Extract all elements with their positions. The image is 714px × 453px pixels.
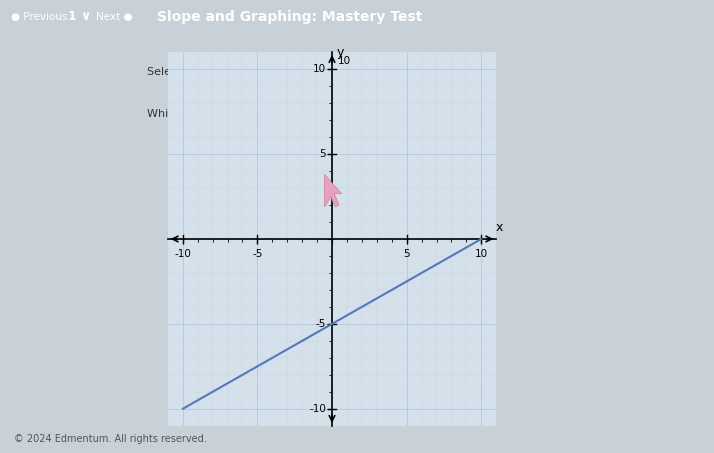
Polygon shape	[325, 174, 341, 207]
Text: 5: 5	[403, 249, 410, 259]
Text: x: x	[496, 221, 503, 234]
Text: 1 ∨: 1 ∨	[68, 10, 91, 24]
Text: y: y	[336, 46, 344, 58]
Text: -10: -10	[174, 249, 191, 259]
Text: -10: -10	[309, 404, 326, 414]
Text: 10: 10	[338, 56, 351, 66]
Text: ● Previous: ● Previous	[11, 12, 67, 22]
Text: -5: -5	[316, 319, 326, 329]
Text: -5: -5	[252, 249, 263, 259]
Text: © 2024 Edmentum. All rights reserved.: © 2024 Edmentum. All rights reserved.	[14, 434, 207, 444]
Text: 5: 5	[319, 149, 326, 159]
Text: Next ●: Next ●	[96, 12, 133, 22]
Text: 10: 10	[313, 64, 326, 74]
Text: Select the correct answer.: Select the correct answer.	[147, 67, 292, 77]
Text: Which number best represents the slope of the graphed line?: Which number best represents the slope o…	[147, 109, 490, 120]
Text: 10: 10	[475, 249, 488, 259]
Text: Slope and Graphing: Mastery Test: Slope and Graphing: Mastery Test	[157, 10, 423, 24]
